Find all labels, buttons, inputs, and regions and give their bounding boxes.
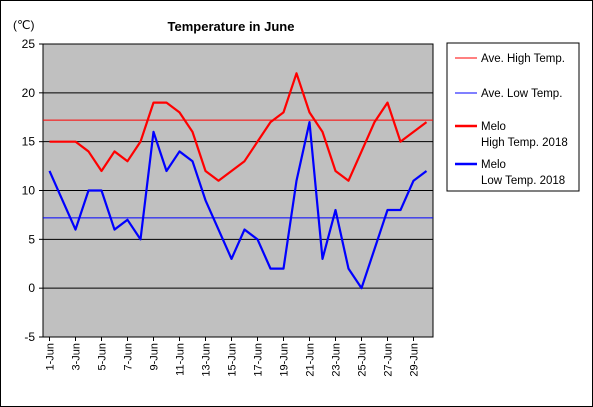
legend-label-melo-high-line1: Melo [481,121,506,133]
y-tick-label: 0 [28,281,35,295]
y-tick-label: 15 [22,135,36,149]
legend-label-melo-low-line1: Melo [481,159,506,171]
y-tick-label: -5 [24,330,35,344]
x-tick-label: 13-Jun [201,343,213,377]
x-tick-label: 29-Jun [409,343,421,377]
legend-label-melo-high-line2: High Temp. 2018 [481,137,568,149]
x-tick-label: 19-Jun [279,343,291,377]
y-tick-label: 20 [22,86,36,100]
y-tick-label: 10 [22,184,36,198]
x-tick-label: 1-Jun [45,343,57,371]
melo-high-series [49,72,428,182]
x-tick-label: 25-Jun [357,343,369,377]
x-tick-label: 15-Jun [227,343,239,377]
melo-low-series [48,121,428,290]
x-tick-label: 3-Jun [71,343,83,371]
y-unit-label: (℃) [13,18,34,32]
x-tick-label: 7-Jun [123,343,135,371]
y-tick-label: 5 [28,232,35,246]
x-tick-label: 27-Jun [383,343,395,377]
legend-box [446,42,580,192]
x-tick-label: 17-Jun [253,343,265,377]
x-tick-label: 11-Jun [175,343,187,376]
legend: Ave. High Temp. Ave. Low Temp. Melo High… [446,42,580,192]
x-tick-label: 21-Jun [305,343,317,377]
plot-area: 25 20 15 10 5 0 -5 1-Jun 3-Jun 5-Jun 7-Jun 9-Jun 11-… [22,37,434,377]
y-tick-label: 25 [22,37,36,51]
legend-label-ave-high: Ave. High Temp. [481,53,565,65]
legend-label-melo-low-line2: Low Temp. 2018 [481,175,565,187]
x-tick-label: 23-Jun [331,343,343,377]
x-tick-label: 9-Jun [149,343,161,371]
x-tick-label: 5-Jun [97,343,109,371]
chart-title: Temperature in June [168,19,295,34]
legend-label-ave-low: Ave. Low Temp. [481,88,562,100]
